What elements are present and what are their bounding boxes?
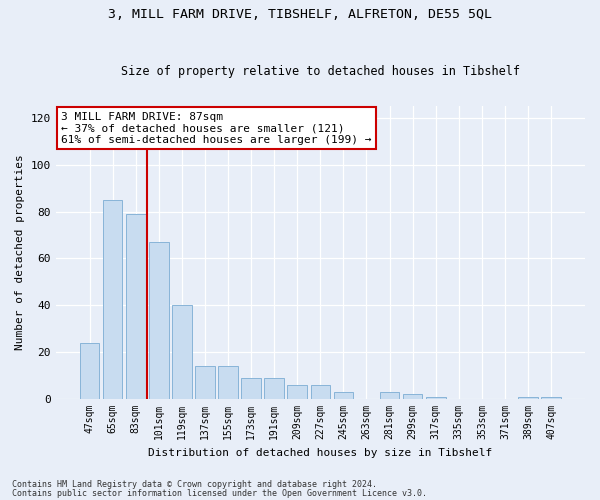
Bar [149,242,169,399]
X-axis label: Distribution of detached houses by size in Tibshelf: Distribution of detached houses by size … [148,448,493,458]
Bar [218,366,238,399]
Text: Contains HM Land Registry data © Crown copyright and database right 2024.: Contains HM Land Registry data © Crown c… [12,480,377,489]
Text: 3 MILL FARM DRIVE: 87sqm
← 37% of detached houses are smaller (121)
61% of semi-: 3 MILL FARM DRIVE: 87sqm ← 37% of detach… [61,112,372,145]
Title: Size of property relative to detached houses in Tibshelf: Size of property relative to detached ho… [121,66,520,78]
Bar [287,385,307,399]
Bar [103,200,122,399]
Bar [334,392,353,399]
Bar [265,378,284,399]
Y-axis label: Number of detached properties: Number of detached properties [15,154,25,350]
Bar [80,343,100,399]
Text: Contains public sector information licensed under the Open Government Licence v3: Contains public sector information licen… [12,489,427,498]
Bar [380,392,400,399]
Bar [241,378,261,399]
Bar [172,306,191,399]
Bar [126,214,146,399]
Bar [195,366,215,399]
Bar [311,385,330,399]
Text: 3, MILL FARM DRIVE, TIBSHELF, ALFRETON, DE55 5QL: 3, MILL FARM DRIVE, TIBSHELF, ALFRETON, … [108,8,492,20]
Bar [426,396,446,399]
Bar [541,396,561,399]
Bar [403,394,422,399]
Bar [518,396,538,399]
